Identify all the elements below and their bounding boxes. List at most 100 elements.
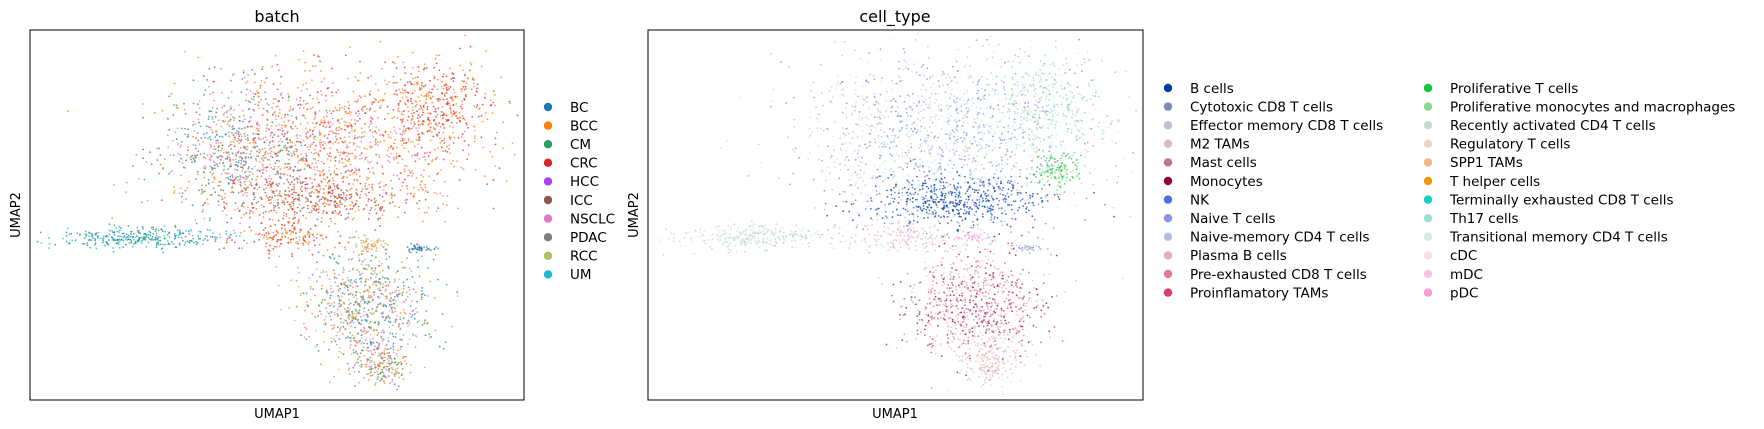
scatter-point: [329, 381, 331, 384]
scatter-point: [1030, 208, 1033, 211]
scatter-point: [350, 187, 353, 190]
scatter-point: [917, 166, 919, 168]
scatter-point: [279, 238, 282, 241]
scatter-point: [287, 168, 290, 171]
scatter-point: [389, 292, 391, 294]
scatter-point: [937, 80, 940, 82]
scatter-point: [983, 185, 985, 188]
scatter-point: [286, 138, 288, 141]
scatter-point: [101, 241, 104, 244]
scatter-point: [976, 155, 979, 157]
scatter-point: [953, 151, 955, 154]
scatter-point: [217, 204, 220, 207]
scatter-point: [919, 195, 922, 198]
scatter-point: [344, 124, 346, 127]
scatter-point: [313, 168, 316, 171]
scatter-point: [444, 341, 447, 344]
scatter-point: [843, 40, 846, 43]
scatter-point: [449, 86, 452, 88]
scatter-point: [329, 152, 332, 155]
scatter-point: [987, 161, 990, 164]
scatter-point: [367, 309, 370, 311]
scatter-point: [386, 352, 389, 355]
scatter-point: [359, 196, 361, 199]
scatter-point: [489, 150, 492, 153]
scatter-point: [336, 149, 338, 151]
scatter-point: [400, 133, 403, 136]
scatter-point: [891, 146, 894, 148]
scatter-point: [309, 233, 312, 236]
scatter-point: [292, 175, 294, 178]
scatter-point: [289, 241, 292, 244]
scatter-point: [373, 291, 376, 294]
scatter-point: [383, 331, 385, 334]
scatter-point: [394, 300, 397, 302]
legend-label: BCC: [570, 118, 598, 134]
scatter-point: [297, 154, 299, 157]
scatter-point: [851, 112, 854, 115]
scatter-point: [188, 180, 190, 183]
scatter-point: [272, 190, 274, 193]
scatter-point: [338, 290, 341, 292]
scatter-point: [435, 210, 438, 213]
scatter-point: [975, 106, 978, 109]
scatter-point: [236, 207, 239, 210]
scatter-point: [320, 198, 323, 201]
scatter-point: [369, 123, 372, 126]
scatter-point: [299, 188, 302, 191]
scatter-point: [176, 229, 179, 232]
scatter-point: [901, 152, 904, 154]
scatter-point: [221, 147, 224, 150]
scatter-point: [411, 310, 414, 312]
scatter-point: [887, 115, 890, 118]
scatter-point: [1042, 149, 1044, 152]
scatter-point: [266, 110, 269, 113]
scatter-point: [327, 302, 330, 304]
scatter-point: [397, 162, 400, 164]
scatter-point: [341, 203, 343, 206]
scatter-point: [401, 137, 404, 140]
scatter-point: [287, 194, 290, 197]
scatter-point: [334, 160, 337, 162]
scatter-point: [930, 213, 933, 215]
scatter-point: [392, 348, 395, 351]
scatter-point: [338, 126, 341, 128]
scatter-point: [402, 334, 405, 336]
scatter-point: [402, 113, 404, 116]
scatter-point: [208, 110, 211, 112]
scatter-point: [268, 148, 271, 151]
scatter-point: [342, 176, 345, 178]
scatter-point: [289, 175, 292, 177]
scatter-point: [115, 227, 117, 229]
scatter-point: [253, 196, 256, 199]
scatter-point: [299, 231, 301, 234]
scatter-point: [377, 144, 379, 146]
scatter-point: [953, 131, 956, 134]
scatter-point: [277, 239, 279, 241]
scatter-point: [172, 154, 175, 157]
scatter-point: [337, 132, 340, 135]
scatter-point: [157, 229, 160, 232]
scatter-point: [270, 166, 272, 169]
scatter-point: [399, 316, 402, 318]
scatter-point: [976, 144, 978, 147]
scatter-point: [460, 166, 463, 169]
scatter-point: [841, 126, 844, 129]
scatter-point: [375, 310, 377, 313]
scatter-point: [319, 310, 321, 313]
scatter-point: [263, 147, 266, 150]
scatter-point: [272, 140, 275, 143]
scatter-point: [287, 181, 290, 184]
scatter-point: [294, 216, 296, 219]
scatter-point: [899, 166, 902, 169]
scatter-point: [459, 47, 461, 50]
scatter-point: [278, 245, 281, 248]
scatter-point: [1078, 38, 1080, 41]
scatter-point: [302, 242, 304, 245]
scatter-point: [348, 314, 351, 316]
scatter-point: [869, 160, 872, 162]
scatter-point: [331, 67, 333, 70]
scatter-point: [1003, 115, 1006, 118]
scatter-point: [778, 177, 780, 180]
scatter-point: [222, 162, 224, 165]
